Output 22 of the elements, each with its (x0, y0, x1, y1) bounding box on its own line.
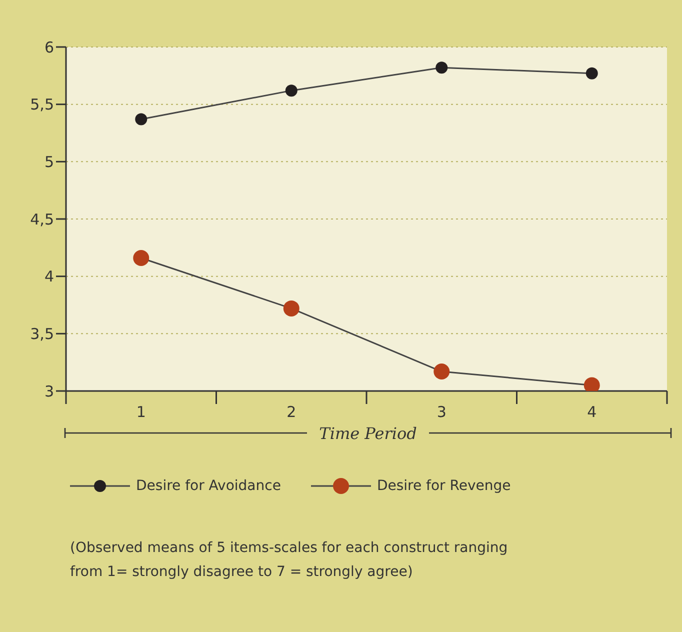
point (135, 113, 148, 126)
legend-label: Desire for Avoidance (136, 478, 281, 494)
point (133, 250, 150, 266)
y-tick-label: 3,5 (30, 324, 54, 343)
y-tick-label: 5,5 (30, 96, 54, 114)
y-tick-label: 6 (44, 38, 54, 56)
y-tick-label: 4,5 (30, 210, 54, 228)
point (436, 62, 448, 74)
y-tick-label: 4 (44, 268, 54, 286)
y-tick-label: 3 (44, 382, 54, 400)
point (434, 364, 450, 380)
x-tick-label: 1 (136, 403, 146, 421)
x-tick-label: 2 (286, 403, 296, 421)
x-axis-title: Time Period (307, 424, 429, 442)
point (283, 300, 300, 316)
legend-label: Desire for Revenge (376, 478, 511, 494)
point (285, 84, 298, 97)
text: (Observed means of 5 items-scales for each construct ranging from 1= strongly disagree to 7 = strongly agree) (70, 539, 509, 582)
x-tick-label: 4 (587, 403, 597, 421)
x-tick-label: 3 (436, 403, 446, 421)
y-tick-label: 5 (44, 152, 54, 171)
point (586, 67, 598, 80)
